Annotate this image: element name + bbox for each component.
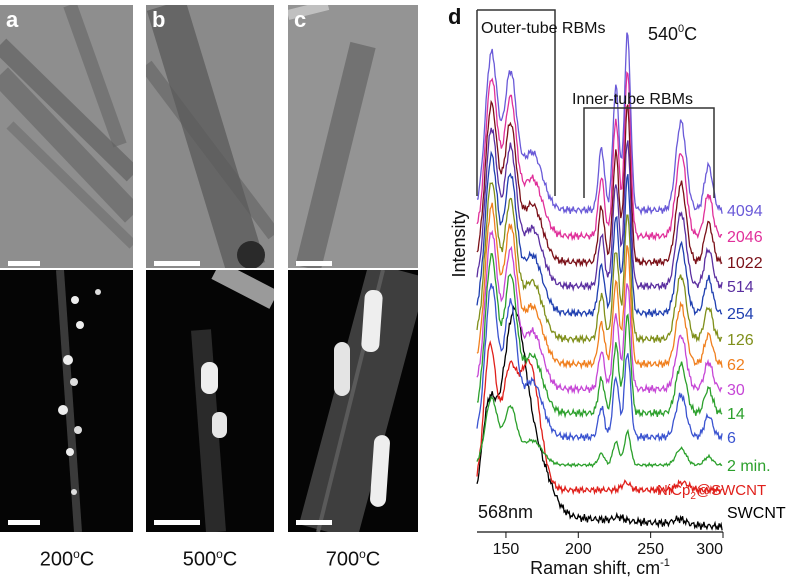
panel-b-tem-image: b [146, 5, 274, 268]
panel-b-stem-image [146, 270, 274, 532]
series-line-12 [476, 32, 723, 216]
series-line-9 [476, 127, 723, 292]
series-label-10: 1022 [727, 255, 763, 272]
series-label-8: 254 [727, 306, 754, 323]
panel-a-stem-texture [56, 270, 101, 532]
series-label-11: 2046 [727, 229, 763, 246]
outer-rbm-bracket [476, 9, 556, 196]
y-axis-label: Intensity [449, 210, 469, 277]
panel-b-temperature: 500oC [182, 547, 238, 571]
x-tick-label-200: 200 [565, 541, 592, 558]
x-axis-label: Raman shift, cm-1 [530, 557, 670, 578]
panel-a-tem-texture [0, 5, 133, 268]
series-line-4 [476, 252, 723, 419]
series-line-1 [476, 340, 723, 496]
x-tick-label-300: 300 [696, 541, 723, 558]
wavelength-label: 568nm [478, 502, 533, 522]
series-line-7 [476, 182, 723, 345]
inner-rbm-bracket [583, 107, 715, 198]
spectra-series [476, 32, 723, 531]
panel-a-letter: a [6, 7, 19, 32]
series-line-6 [476, 202, 723, 370]
series-line-5 [476, 229, 723, 395]
chart-title: 5400C [648, 23, 697, 44]
series-line-8 [476, 150, 723, 319]
x-axis-ticks: 150 200 250 300 [493, 532, 724, 558]
x-tick-label-150: 150 [493, 541, 520, 558]
panel-a-scale-bar [8, 261, 40, 266]
panel-c-stem-image [288, 270, 418, 532]
panel-b-stem-scale-bar [154, 520, 200, 525]
panel-a-tem-image: a [0, 5, 133, 268]
panel-b-tem-texture [146, 5, 274, 268]
series-label-0: SWCNT [727, 505, 786, 522]
panel-b-scale-bar [154, 261, 200, 266]
panel-d-letter: d [448, 4, 461, 29]
series-label-5: 30 [727, 382, 745, 399]
panel-c-tem-texture [288, 5, 418, 268]
series-label-9: 514 [727, 279, 754, 296]
series-line-10 [476, 99, 723, 268]
panel-c-stem-scale-bar [296, 520, 332, 525]
panel-c-tem-image: c [288, 5, 418, 268]
panel-c-scale-bar [296, 261, 332, 266]
panel-b-stem-texture [191, 270, 274, 532]
series-label-7: 126 [727, 332, 754, 349]
series-line-0 [476, 305, 723, 531]
series-label-1: NiCp2@SWCNT [657, 482, 766, 502]
panel-a-temperature: 200oC [39, 547, 95, 571]
panel-b-letter: b [152, 7, 166, 32]
panel-c-stem-texture [299, 270, 418, 532]
series-label-4: 14 [727, 406, 745, 423]
panel-a-stem-image [0, 270, 133, 532]
panel-c-letter: c [294, 7, 307, 32]
outer-rbm-label: Outer-tube RBMs [481, 20, 605, 37]
panel-c-temperature: 700oC [325, 547, 381, 571]
panel-a-stem-scale-bar [8, 520, 40, 525]
series-label-12: 4094 [727, 203, 763, 220]
series-label-2: 2 min. [727, 458, 771, 475]
raman-spectra-chart: d 5400C Intensity SWCNT NiCp2@SWCNT 2 min.… [448, 4, 786, 578]
x-tick-label-250: 250 [637, 541, 664, 558]
series-label-3: 6 [727, 430, 736, 447]
series-label-6: 62 [727, 357, 745, 374]
series-line-2 [476, 395, 723, 469]
series-labels: SWCNT NiCp2@SWCNT 2 min. 6 14 30 62 126 254 514 10… [657, 203, 786, 522]
series-line-3 [476, 283, 723, 443]
inner-rbm-label: Inner-tube RBMs [572, 91, 693, 108]
series-line-11 [476, 71, 723, 242]
